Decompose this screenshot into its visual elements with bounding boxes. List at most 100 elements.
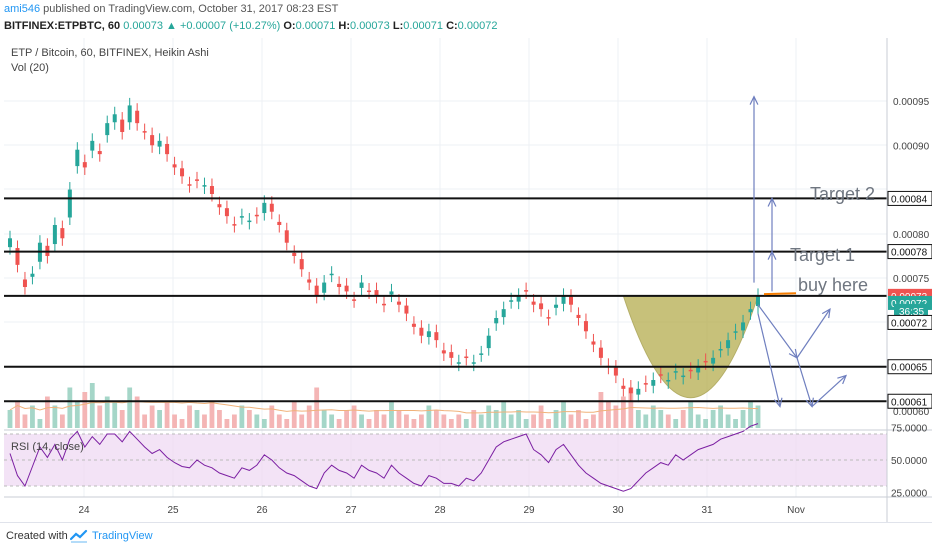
tradingview-brand[interactable]: TradingView (92, 530, 153, 542)
time-tick-label: 26 (256, 505, 268, 516)
arrow-shaft (796, 357, 813, 407)
close-value: 0.00072 (457, 20, 498, 32)
time-tick-label: 31 (701, 505, 713, 516)
rsi-tick-label: 75.0000 (891, 424, 928, 435)
volume-bar (209, 401, 215, 428)
candle-body (22, 279, 27, 287)
horizontal-levels[interactable] (4, 197, 887, 403)
time-tick-label: 27 (345, 505, 357, 516)
volume-bar (246, 410, 252, 428)
symbol-line: BITFINEX:ETPBTC, 60 0.00073 ▲ +0.00007 (… (4, 20, 497, 32)
candle-body (254, 214, 259, 217)
volume-bar (179, 419, 185, 428)
volume-bar (366, 419, 372, 428)
volume-bar (591, 414, 596, 428)
volume-bar (650, 405, 656, 428)
candle-body (75, 149, 80, 167)
volume-bar (127, 387, 133, 428)
price-chart[interactable]: 0.000950.000900.000800.000750.000600.000… (0, 38, 932, 522)
candle-body (277, 221, 282, 225)
candle-body (224, 208, 229, 217)
volume-bar (22, 414, 28, 428)
rsi-series-line (9, 423, 759, 492)
price-label-text: 0.00084 (891, 194, 928, 205)
volume-bar (374, 410, 379, 428)
time-axis[interactable]: 24 25 26 27 28 29 30 31 Nov (78, 505, 804, 516)
candle-body (531, 301, 536, 305)
price-label-text: 36:35 (899, 307, 924, 318)
price-axis[interactable]: 0.000950.000900.000800.000750.000600.000… (887, 97, 932, 500)
volume-bar (284, 419, 290, 428)
volume-bar (89, 383, 95, 428)
candle-body (344, 285, 349, 292)
volume-bar (321, 410, 327, 428)
candle-body (232, 224, 237, 226)
volume-bar (172, 414, 177, 428)
candle-body (718, 349, 723, 351)
rsi-legend: RSI (14, close) (11, 441, 84, 453)
candle-body (643, 383, 648, 385)
volume-bar (232, 414, 237, 428)
candle-body (651, 380, 656, 386)
cup-pattern (622, 295, 759, 398)
buy-here-marker (763, 292, 797, 296)
volume-bar (59, 414, 65, 428)
candle-body (703, 360, 708, 363)
volume-bar (523, 419, 529, 428)
price-label-box (887, 190, 932, 206)
candle-body (217, 204, 222, 208)
volume-bar (134, 396, 140, 428)
volume-bar (695, 414, 701, 428)
volume-bar (665, 414, 671, 428)
arrow-head (749, 95, 759, 105)
candle-body (501, 309, 506, 318)
volume-bar (680, 410, 686, 428)
candle-body (591, 341, 596, 345)
open-label: O: (283, 20, 296, 32)
candle-body (756, 295, 760, 307)
candle-body (292, 252, 297, 256)
price-change: +0.00007 (+10.27%) (179, 20, 281, 32)
price-label-text: 0.00078 (891, 248, 928, 259)
candle-body (628, 387, 633, 394)
cup-fill (622, 295, 759, 398)
author-link[interactable]: ami546 (4, 3, 41, 15)
candle-body (195, 179, 199, 181)
volume-legend: Vol (20) (11, 62, 49, 74)
volume-bar (516, 410, 522, 428)
volume-bar (7, 410, 13, 428)
volume-bar (441, 414, 447, 428)
time-tick-label: 29 (523, 505, 535, 516)
candle-body (471, 362, 476, 364)
header: ami546 published on TradingView.com, Oct… (0, 0, 932, 38)
symbol-name: BITFINEX:ETPBTC, 60 (4, 20, 121, 32)
price-label-box (887, 359, 932, 375)
volume-bar (269, 405, 275, 428)
candle-body (202, 185, 207, 187)
candle-body (411, 323, 416, 327)
low-label: L: (392, 20, 404, 32)
volume-bar (718, 405, 723, 428)
price-label-text: 0.00072 (891, 318, 928, 329)
volume-bar (67, 387, 73, 428)
volume-bar (119, 410, 125, 428)
volume-bar (359, 414, 364, 428)
candle-body (576, 314, 581, 318)
candle-body (524, 290, 529, 292)
volume-bar (463, 419, 469, 428)
candle-body (187, 184, 192, 186)
price-label-text: 0.00061 (891, 397, 928, 408)
candle-body (165, 143, 170, 155)
high-value: 0.00073 (350, 20, 390, 32)
volume-bar (314, 387, 320, 428)
volume-bar (74, 401, 80, 428)
volume-bar (710, 410, 716, 428)
candle-body (449, 352, 454, 358)
rsi-line (4, 423, 887, 492)
volume-bar (538, 405, 544, 428)
volume-bar (329, 414, 335, 428)
volume-bar (568, 414, 574, 428)
candle-body (681, 375, 686, 378)
volume-bar (493, 410, 499, 428)
candle-body (374, 290, 379, 296)
